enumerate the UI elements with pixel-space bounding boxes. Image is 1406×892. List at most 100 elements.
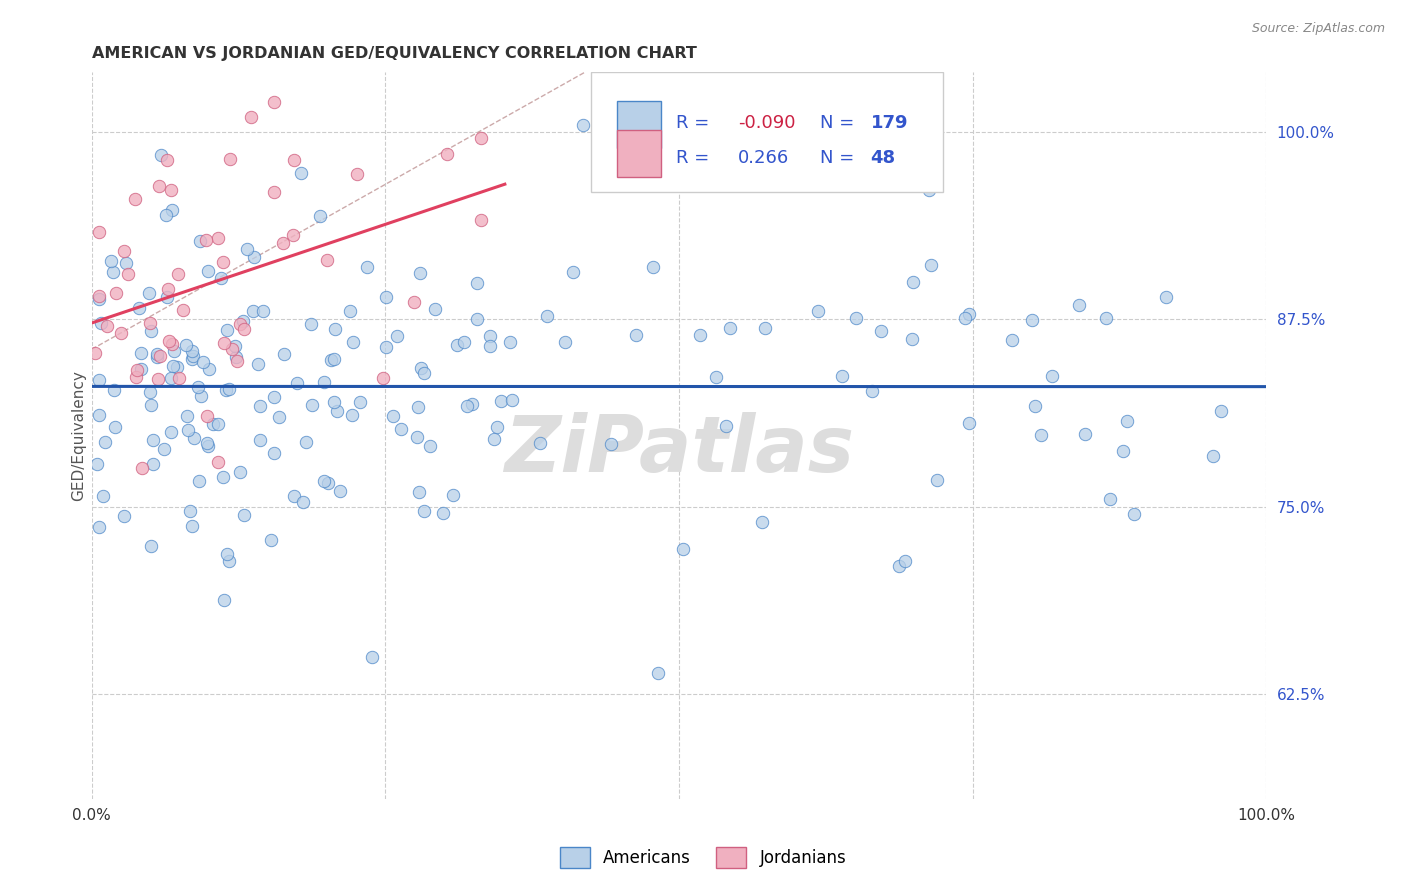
Point	[96, 318, 118, 333]
Point	[172, 303, 194, 318]
Point	[83, 346, 105, 360]
Point	[299, 317, 322, 331]
Point	[342, 334, 364, 349]
Point	[413, 366, 436, 380]
Point	[957, 307, 980, 321]
Point	[212, 255, 235, 269]
Point	[501, 392, 523, 407]
Point	[157, 334, 180, 348]
Point	[160, 203, 183, 218]
FancyBboxPatch shape	[591, 72, 943, 192]
Text: -0.090: -0.090	[738, 114, 796, 132]
Point	[375, 290, 398, 304]
Point	[148, 372, 170, 386]
Point	[831, 368, 853, 383]
Point	[316, 475, 339, 490]
Point	[117, 267, 139, 281]
Point	[295, 434, 318, 449]
Point	[162, 343, 184, 358]
Text: N =: N =	[820, 114, 860, 132]
Point	[283, 489, 305, 503]
Point	[361, 649, 384, 664]
Point	[391, 422, 413, 436]
Point	[141, 324, 163, 338]
Point	[1209, 404, 1232, 418]
Point	[470, 213, 492, 227]
Point	[127, 362, 149, 376]
Point	[138, 285, 160, 300]
Point	[112, 508, 135, 523]
Point	[1074, 426, 1097, 441]
Point	[139, 316, 162, 330]
Point	[128, 301, 150, 315]
Point	[1202, 449, 1225, 463]
Point	[329, 484, 352, 499]
Point	[263, 390, 285, 404]
Point	[887, 558, 910, 573]
Point	[901, 276, 924, 290]
Point	[953, 311, 976, 326]
Point	[197, 264, 219, 278]
Point	[198, 362, 221, 376]
Legend: Americans, Jordanians: Americans, Jordanians	[553, 840, 853, 875]
Point	[104, 420, 127, 434]
Point	[869, 324, 891, 338]
Point	[301, 398, 323, 412]
Point	[920, 258, 942, 272]
Point	[176, 409, 198, 423]
Point	[142, 433, 165, 447]
Point	[87, 289, 110, 303]
Point	[131, 460, 153, 475]
Point	[689, 328, 711, 343]
Point	[263, 185, 285, 199]
Point	[375, 341, 398, 355]
Text: Source: ZipAtlas.com: Source: ZipAtlas.com	[1251, 22, 1385, 36]
Point	[139, 399, 162, 413]
Point	[599, 437, 621, 451]
Point	[145, 347, 167, 361]
Point	[714, 418, 737, 433]
Point	[1001, 333, 1024, 347]
Point	[156, 282, 179, 296]
Point	[141, 539, 163, 553]
Point	[1154, 290, 1177, 304]
Point	[150, 148, 173, 162]
Point	[100, 254, 122, 268]
Point	[188, 234, 211, 248]
Point	[187, 475, 209, 489]
Point	[373, 371, 395, 385]
Point	[124, 192, 146, 206]
Point	[152, 442, 174, 457]
Point	[131, 346, 153, 360]
Point	[1024, 399, 1046, 413]
Point	[236, 243, 259, 257]
Point	[155, 153, 177, 167]
Point	[554, 335, 576, 350]
Text: 179: 179	[870, 114, 908, 132]
Point	[408, 485, 430, 500]
Point	[101, 265, 124, 279]
Point	[453, 335, 475, 350]
FancyBboxPatch shape	[617, 101, 661, 148]
Point	[1040, 369, 1063, 384]
Y-axis label: GED/Equivalency: GED/Equivalency	[72, 370, 86, 501]
Point	[845, 311, 868, 326]
Point	[94, 435, 117, 450]
Point	[207, 455, 229, 469]
Point	[562, 265, 585, 279]
Point	[489, 394, 512, 409]
Point	[807, 304, 830, 318]
Point	[423, 302, 446, 317]
Point	[207, 417, 229, 431]
Point	[249, 434, 271, 448]
Point	[219, 153, 242, 167]
Point	[233, 508, 256, 522]
Point	[1112, 444, 1135, 458]
Point	[187, 380, 209, 394]
Point	[240, 111, 263, 125]
Point	[1098, 491, 1121, 506]
Point	[181, 519, 204, 533]
Point	[957, 417, 980, 431]
Point	[1029, 428, 1052, 442]
Point	[1067, 298, 1090, 312]
